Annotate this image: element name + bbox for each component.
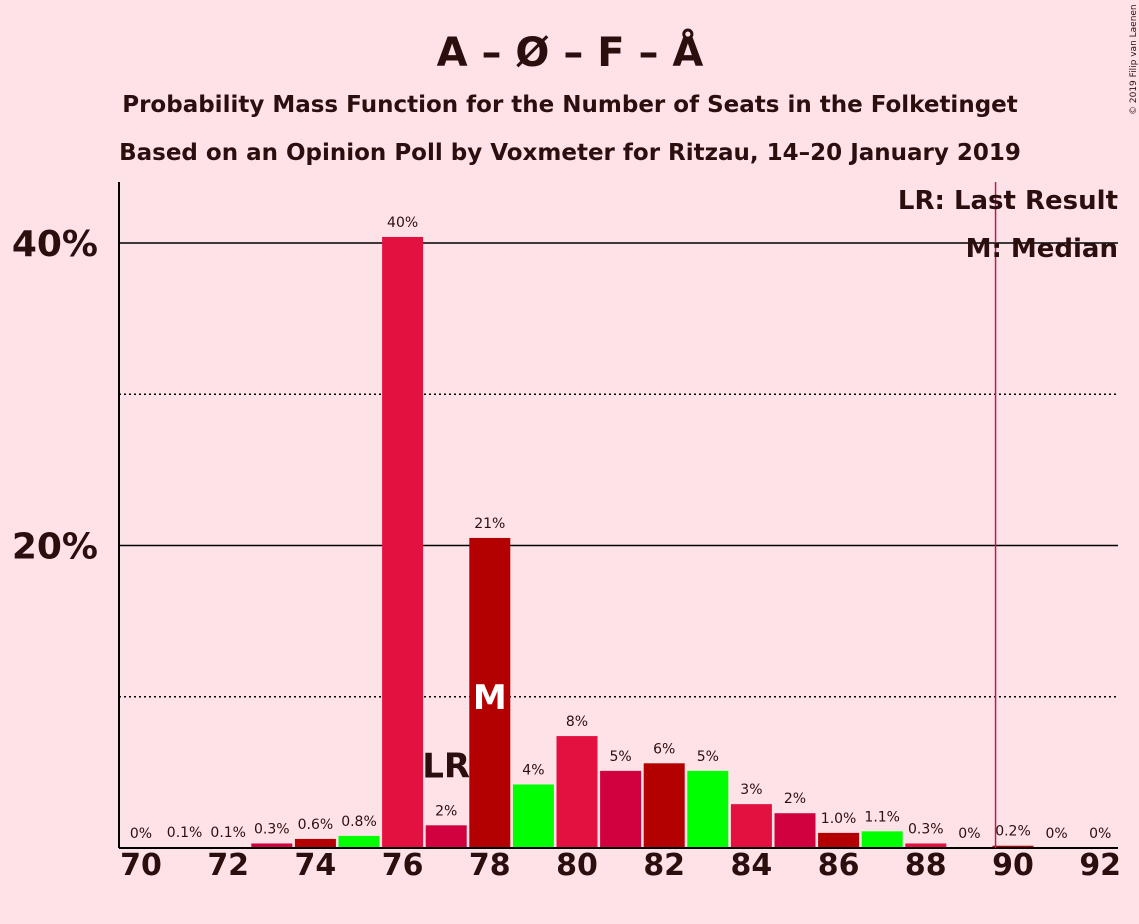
bar-87 — [861, 831, 903, 848]
bar-86 — [818, 832, 860, 848]
axes-group: 20% 40% 70 72 74 76 78 80 82 84 86 88 90 92 — [12, 182, 1121, 883]
x-tick-label-92: 92 — [1079, 848, 1121, 883]
x-tick-label-90: 90 — [992, 848, 1034, 883]
value-label-75: 0.8% — [341, 814, 377, 830]
median-marker: M — [473, 678, 507, 718]
last-result-marker: LR — [422, 746, 470, 786]
bars-group — [164, 236, 1034, 848]
bar-78 — [469, 537, 511, 848]
bar-85 — [774, 813, 816, 848]
value-label-84: 3% — [740, 782, 762, 798]
bar-81 — [600, 770, 642, 848]
overlay-group: LRM — [422, 182, 997, 848]
value-label-76: 40% — [387, 215, 418, 231]
bar-83 — [687, 770, 729, 848]
x-tick-label-74: 74 — [295, 848, 337, 883]
value-labels-group: 0% 0.1% 0.1% 0.3% 0.6% 0.8% 40% 2% 21% 4% 8% 5% 6% 5%… — [130, 215, 1111, 842]
x-tick-label-78: 78 — [469, 848, 511, 883]
value-label-80: 8% — [566, 714, 588, 730]
value-label-87: 1.1% — [864, 809, 900, 825]
y-tick-label-40: 40% — [12, 224, 98, 265]
chart-subtitle-2: Based on an Opinion Poll by Voxmeter for… — [119, 140, 1021, 166]
bar-76 — [382, 236, 424, 848]
bar-82 — [643, 763, 685, 848]
bar-77 — [425, 825, 467, 848]
value-label-74: 0.6% — [298, 817, 334, 833]
bar-88 — [905, 843, 947, 848]
x-tick-label-80: 80 — [556, 848, 598, 883]
value-label-78: 21% — [474, 516, 505, 532]
value-label-86: 1.0% — [821, 811, 857, 827]
value-label-77: 2% — [435, 803, 457, 819]
value-label-70: 0% — [130, 826, 152, 842]
x-tick-label-84: 84 — [731, 848, 773, 883]
x-tick-label-70: 70 — [120, 848, 162, 883]
value-label-91: 0% — [1045, 826, 1067, 842]
bar-74 — [294, 838, 336, 848]
bar-90 — [992, 845, 1034, 848]
copyright-note: © 2019 Filip van Laenen — [1129, 4, 1139, 115]
value-label-89: 0% — [958, 826, 980, 842]
grid-lines — [119, 242, 1118, 698]
bar-79 — [512, 784, 554, 848]
value-label-85: 2% — [784, 791, 806, 807]
value-label-90: 0.2% — [995, 824, 1031, 840]
value-label-71: 0.1% — [167, 825, 203, 841]
bar-73 — [251, 843, 293, 848]
chart-subtitle-1: Probability Mass Function for the Number… — [122, 92, 1018, 118]
value-label-88: 0.3% — [908, 821, 944, 837]
value-label-79: 4% — [522, 762, 544, 778]
x-tick-label-82: 82 — [643, 848, 685, 883]
bar-80 — [556, 736, 598, 848]
legend-median: M: Median — [966, 234, 1118, 264]
y-tick-label-20: 20% — [12, 527, 98, 568]
value-label-82: 6% — [653, 741, 675, 757]
value-label-73: 0.3% — [254, 821, 290, 837]
x-tick-label-76: 76 — [382, 848, 424, 883]
legend-last-result: LR: Last Result — [898, 186, 1118, 216]
value-label-72: 0.1% — [210, 825, 246, 841]
chart-title: A – Ø – F – Å — [437, 27, 704, 76]
x-tick-label-72: 72 — [207, 848, 249, 883]
bar-84 — [730, 804, 772, 848]
x-tick-label-86: 86 — [818, 848, 860, 883]
value-label-83: 5% — [697, 749, 719, 765]
x-tick-label-88: 88 — [905, 848, 947, 883]
bar-75 — [338, 835, 380, 848]
value-label-81: 5% — [609, 749, 631, 765]
value-label-92: 0% — [1089, 826, 1111, 842]
